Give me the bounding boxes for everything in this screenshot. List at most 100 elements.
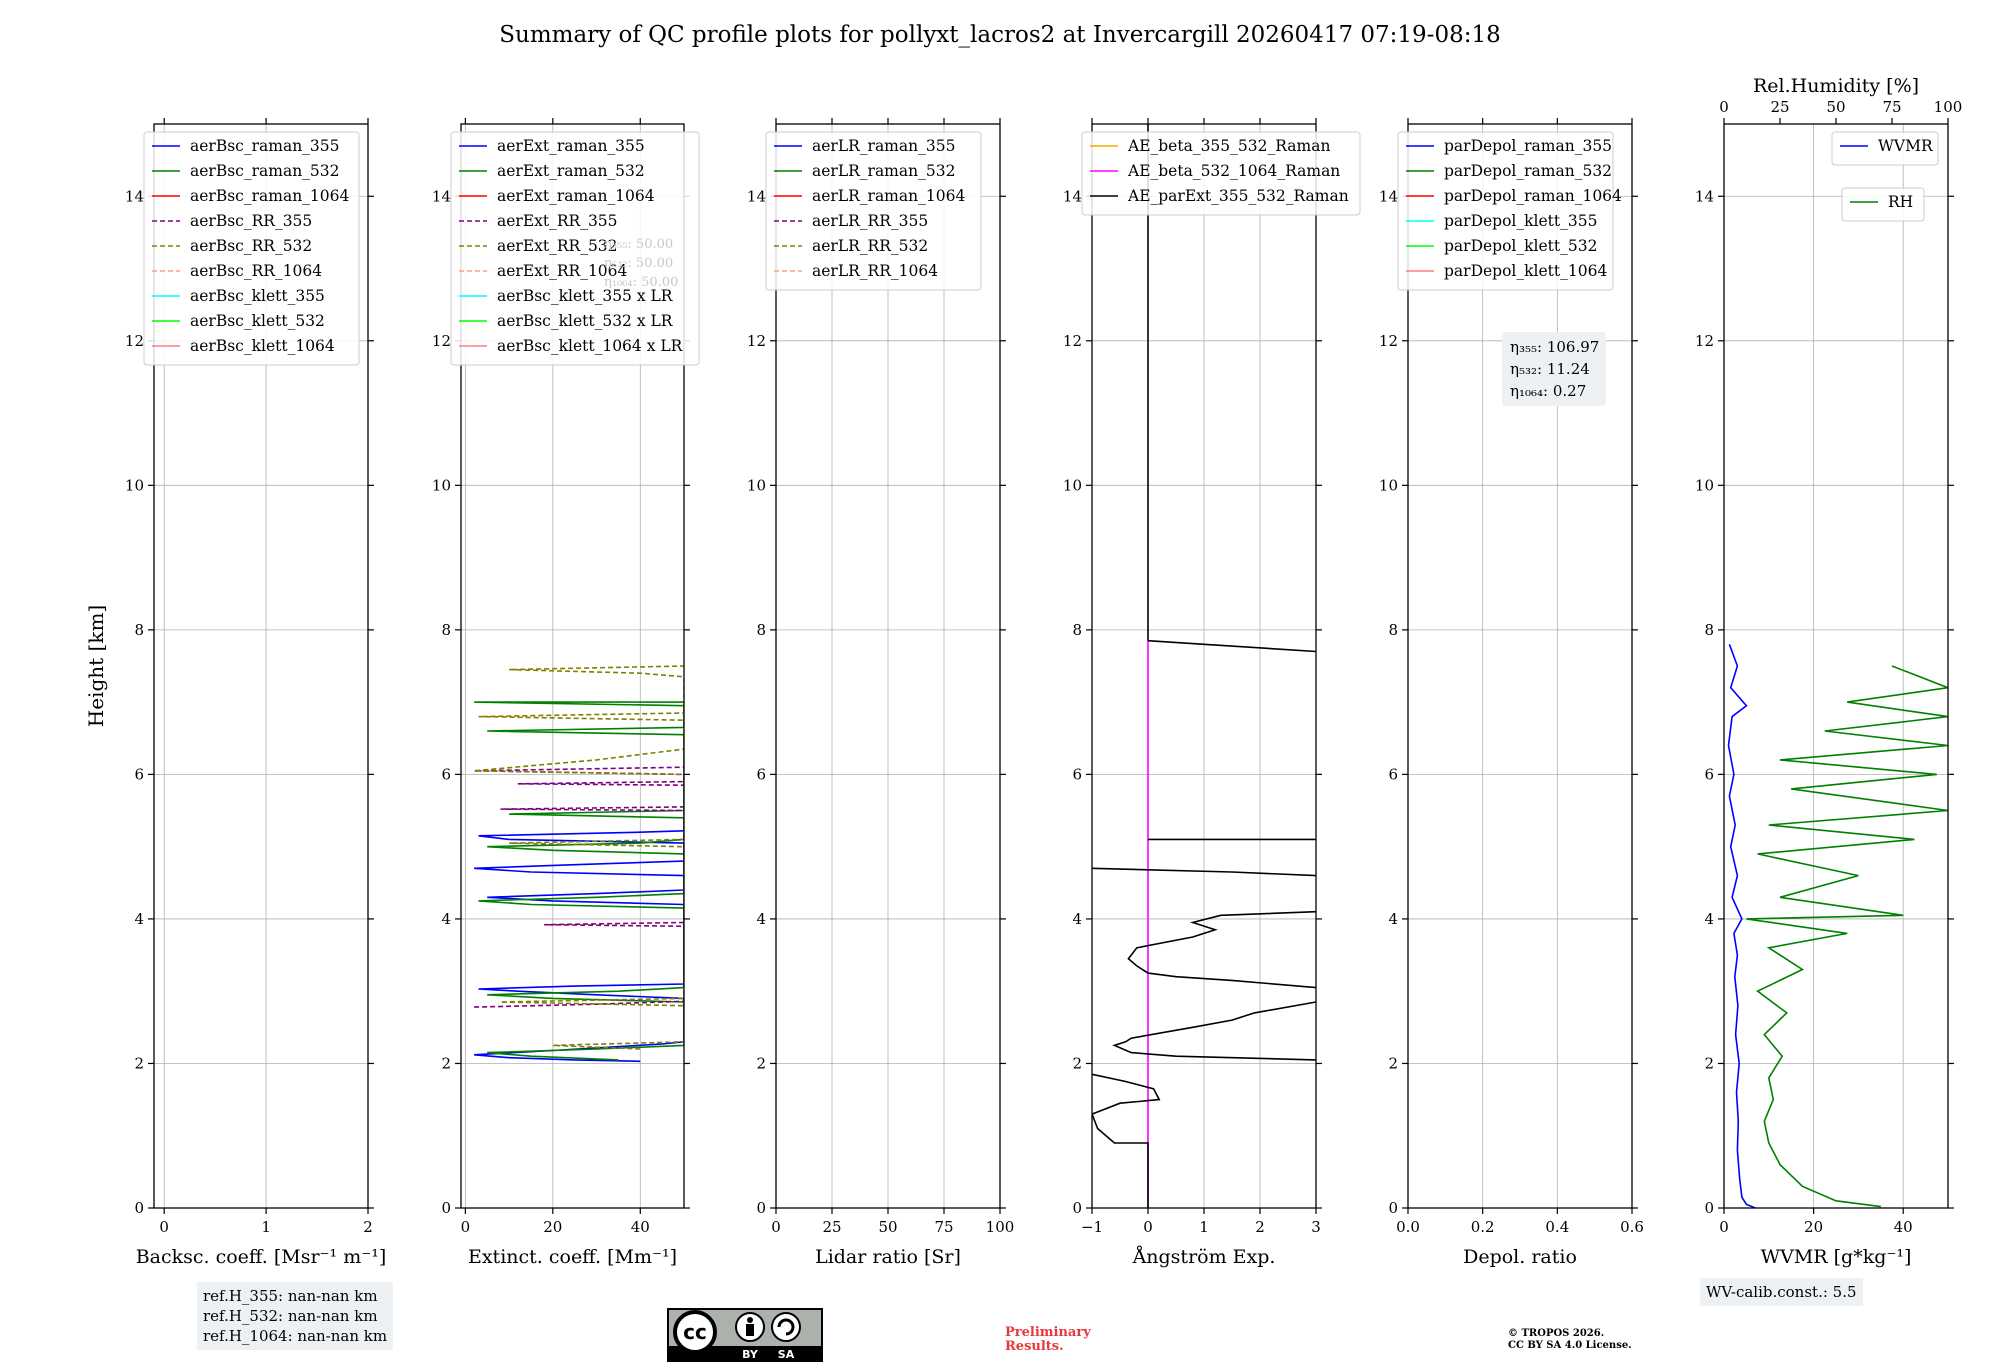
legend-label: aerExt_RR_532 — [497, 237, 618, 255]
legend-box — [1081, 131, 1361, 216]
panel-wv: 0 2 4 6 8 10 12 14 0 20 40 WVMR [g*kg⁻¹] 0 25 50 75 100 R… — [1695, 75, 1962, 1268]
legend-label: aerBsc_klett_532 x LR — [497, 312, 674, 330]
x-axis-label: Backsc. coeff. [Msr⁻¹ m⁻¹] — [136, 1246, 387, 1268]
copyright-line-2: CC BY SA 4.0 License. — [1508, 1340, 1632, 1351]
x-tick-label: 0 — [461, 1218, 471, 1236]
y-tick-label: 12 — [747, 332, 766, 350]
y-tick-label: 8 — [756, 621, 766, 639]
x-tick-label: 40 — [1894, 1218, 1913, 1236]
y-tick-label: 2 — [756, 1054, 766, 1072]
x-tick-label: 20 — [1804, 1218, 1823, 1236]
y-tick-label: 6 — [134, 765, 144, 783]
x-axis-label: Lidar ratio [Sr] — [815, 1246, 961, 1268]
y-tick-label: 8 — [1388, 621, 1398, 639]
y-tick-label: 10 — [432, 476, 451, 494]
y-tick-label: 12 — [1063, 332, 1082, 350]
panel-depol: 0 2 4 6 8 10 12 14 0.0 0.2 0.4 0.6 Depol. ratio parDe… — [1379, 118, 1644, 1268]
y-tick-label: 12 — [1695, 332, 1714, 350]
legend-label: aerBsc_klett_532 — [190, 312, 325, 330]
legend-label: parDepol_klett_532 — [1444, 237, 1597, 255]
legend-box-2 — [1841, 187, 1925, 222]
legend-label: aerExt_RR_355 — [497, 212, 618, 230]
x-tick-label: 50 — [878, 1218, 897, 1236]
legend-label: aerBsc_raman_532 — [190, 162, 340, 180]
y-tick-label: 12 — [432, 332, 451, 350]
x2-axis-label: Rel.Humidity [%] — [1753, 75, 1919, 97]
legend-label: aerLR_raman_532 — [812, 162, 955, 180]
legend-label: aerExt_RR_1064 — [497, 262, 628, 280]
legend-label: aerBsc_klett_1064 — [190, 337, 335, 355]
axes-frame — [460, 123, 685, 1209]
x-tick-label: 20 — [543, 1218, 562, 1236]
x-axis-label: Ångström Exp. — [1132, 1246, 1276, 1268]
y-tick-label: 0 — [441, 1199, 451, 1217]
y-tick-label: 14 — [1063, 187, 1082, 205]
series-aerExt_RR_355 — [474, 766, 684, 1008]
data-layer — [1092, 124, 1316, 1208]
legend-box — [143, 131, 360, 366]
x-tick-label: 100 — [986, 1218, 1015, 1236]
cc-text: cc — [683, 1320, 707, 1344]
legend-box — [1831, 131, 1939, 166]
preliminary-results-note: Preliminary Results. — [1005, 1326, 1091, 1354]
preliminary-line-2: Results. — [1005, 1339, 1064, 1354]
y-tick-label: 12 — [125, 332, 144, 350]
y-tick-label: 10 — [1379, 476, 1398, 494]
series-AE_parExt_355_532_Raman_c — [1127, 910, 1316, 989]
legend-label: RH — [1888, 193, 1913, 211]
eta-label: η₅₃₂: 11.24 — [1510, 360, 1590, 378]
series-aerExt_raman_532 — [474, 701, 684, 1061]
y-tick-label: 10 — [1695, 476, 1714, 494]
legend-label: aerBsc_RR_532 — [190, 237, 312, 255]
x-tick-label: 3 — [1311, 1218, 1321, 1236]
y-tick-label: 14 — [125, 187, 144, 205]
x-tick-label: 0.4 — [1545, 1218, 1569, 1236]
y-tick-label: 2 — [1388, 1054, 1398, 1072]
x-tick-label: 2 — [1255, 1218, 1265, 1236]
series-WVMR — [1727, 644, 1756, 1208]
wv-calibration-const: WV-calib.const.: 5.5 — [1706, 1283, 1857, 1301]
legend-label: parDepol_klett_1064 — [1444, 262, 1607, 280]
y-tick-label: 4 — [1388, 910, 1398, 928]
y-tick-label: 8 — [134, 621, 144, 639]
legend-label: parDepol_raman_532 — [1444, 162, 1612, 180]
y-tick-label: 2 — [1072, 1054, 1082, 1072]
legend-label: WVMR — [1878, 137, 1934, 155]
y-tick-label: 14 — [432, 187, 451, 205]
eta-label: η₅₃₂: 50.00 — [604, 256, 673, 271]
y-tick-label: 8 — [1072, 621, 1082, 639]
y-tick-label: 10 — [747, 476, 766, 494]
y-tick-label: 0 — [1388, 1199, 1398, 1217]
y-tick-label: 2 — [441, 1054, 451, 1072]
legend-label: aerLR_raman_355 — [812, 137, 955, 155]
y-tick-label: 14 — [747, 187, 766, 205]
x-tick-label: 0.2 — [1471, 1218, 1495, 1236]
eta-label: η₁₀₆₄: 50.00 — [604, 275, 678, 290]
x-tick-label: 25 — [822, 1218, 841, 1236]
legend-label: AE_beta_532_1064_Raman — [1127, 162, 1340, 180]
legend-label: parDepol_raman_1064 — [1444, 187, 1622, 205]
y-tick-label: 4 — [756, 910, 766, 928]
copyright-note: © TROPOS 2026. CC BY SA 4.0 License. — [1508, 1328, 1632, 1352]
y-tick-label: 4 — [1704, 910, 1714, 928]
y-tick-label: 0 — [1072, 1199, 1082, 1217]
legend-label: aerLR_RR_532 — [812, 237, 928, 255]
y-tick-label: 4 — [1072, 910, 1082, 928]
legend-box — [1397, 131, 1614, 291]
series-RH — [1746, 665, 1948, 1208]
legend-label: aerBsc_klett_355 — [190, 287, 325, 305]
y-tick-label: 0 — [134, 1199, 144, 1217]
legend-label: aerBsc_RR_1064 — [190, 262, 322, 280]
y-tick-label: 10 — [125, 476, 144, 494]
y-tick-label: 4 — [441, 910, 451, 928]
x-tick-label: 0.6 — [1620, 1218, 1644, 1236]
y-tick-label: 0 — [1704, 1199, 1714, 1217]
preliminary-line-1: Preliminary — [1005, 1325, 1091, 1340]
series-aerExt_raman_355 — [474, 830, 684, 1063]
x-axis-label: Extinct. coeff. [Mm⁻¹] — [468, 1246, 677, 1268]
legend-label: aerBsc_klett_355 x LR — [497, 287, 674, 305]
page-title: Summary of QC profile plots for pollyxt_… — [499, 22, 1501, 48]
legend-label: aerLR_raman_1064 — [812, 187, 965, 205]
x-tick-label: −1 — [1081, 1218, 1103, 1236]
